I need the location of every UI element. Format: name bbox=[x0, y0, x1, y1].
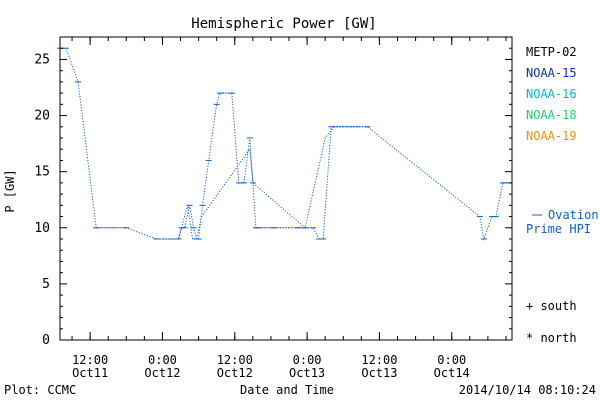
series-layer bbox=[57, 47, 512, 241]
legend-entry: NOAA-15 bbox=[526, 66, 577, 80]
x-tick-time: 0:00 bbox=[148, 353, 177, 367]
series-name-text: Ovation Prime HPI bbox=[526, 208, 599, 236]
legend-entry: METP-02 bbox=[526, 45, 577, 59]
x-tick-date: Oct14 bbox=[434, 366, 470, 380]
series-line-2 bbox=[156, 126, 362, 240]
chart-title: Hemispheric Power [GW] bbox=[191, 16, 376, 32]
plot-frame bbox=[59, 36, 513, 341]
series-name-label: Ovation Prime HPI bbox=[526, 208, 599, 236]
x-tick-time: 12:00 bbox=[361, 353, 397, 367]
y-tick-label: 5 bbox=[42, 277, 50, 292]
south-marker-legend: + south bbox=[526, 299, 577, 313]
y-tick-label: 10 bbox=[34, 221, 50, 236]
series-line-1 bbox=[60, 47, 509, 241]
x-tick-time: 0:00 bbox=[437, 353, 466, 367]
y-tick-label: 15 bbox=[34, 165, 50, 180]
legend-entry: NOAA-18 bbox=[526, 108, 577, 122]
y-tick-label: 25 bbox=[34, 52, 50, 67]
footer-plot-credit: Plot: CCMC bbox=[4, 383, 76, 397]
y-axis-label: P [GW] bbox=[3, 169, 17, 212]
legend-entry: NOAA-16 bbox=[526, 87, 577, 101]
x-axis-label: Date and Time bbox=[240, 383, 334, 397]
x-tick-date: Oct13 bbox=[361, 366, 397, 380]
legend-entry: NOAA-19 bbox=[526, 129, 577, 143]
series-name-line-1: Ovation bbox=[548, 208, 599, 222]
legend: METP-02 NOAA-15 NOAA-16 NOAA-18 NOAA-19 bbox=[526, 45, 577, 143]
north-marker-legend: * north bbox=[526, 331, 577, 345]
x-tick-date: Oct12 bbox=[144, 366, 180, 380]
x-tick-date: Oct13 bbox=[289, 366, 325, 380]
y-tick-label: 20 bbox=[34, 109, 50, 124]
y-tick-label: 0 bbox=[42, 333, 50, 348]
plot-area bbox=[59, 36, 513, 341]
x-tick-time: 12:00 bbox=[217, 353, 253, 367]
series-name-line-2: Prime HPI bbox=[526, 222, 591, 236]
axes-layer: 051015202512:00Oct110:00Oct1212:00Oct120… bbox=[34, 36, 512, 380]
x-tick-date: Oct12 bbox=[217, 366, 253, 380]
x-tick-time: 12:00 bbox=[72, 353, 108, 367]
x-tick-time: 0:00 bbox=[293, 353, 322, 367]
footer-timestamp: 2014/10/14 08:10:24 bbox=[459, 383, 596, 397]
x-tick-date: Oct11 bbox=[72, 366, 108, 380]
